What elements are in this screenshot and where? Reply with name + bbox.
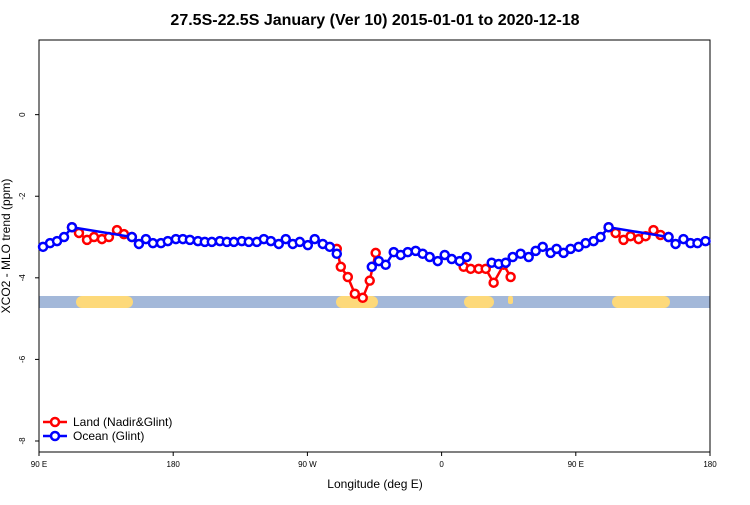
data-point <box>465 263 476 275</box>
data-point <box>147 237 159 249</box>
data-point <box>309 233 320 245</box>
x-tick-label: 0 <box>439 460 444 469</box>
x-tick-label: 90 E <box>31 460 47 469</box>
data-point <box>500 257 511 268</box>
data-point <box>625 230 636 242</box>
y-tick-label: -2 <box>18 192 27 200</box>
legend-marker <box>49 430 61 442</box>
data-point <box>692 237 703 249</box>
data-point <box>505 271 516 283</box>
data-point <box>523 251 534 263</box>
data-point <box>273 238 285 250</box>
data-point <box>349 288 361 299</box>
data-point <box>432 255 443 267</box>
mask-land <box>464 296 494 308</box>
data-point <box>515 248 526 260</box>
data-point <box>480 263 491 275</box>
y-tick-label: -4 <box>18 274 27 282</box>
chart-title: 27.5S-22.5S January (Ver 10) 2015-01-01 … <box>170 12 579 29</box>
data-point <box>603 221 614 233</box>
y-axis-label: XCO2 - MLO trend (ppm) <box>0 179 13 314</box>
data-point <box>294 236 306 248</box>
data-point <box>565 243 576 255</box>
legend-label: Land (Nadir&Glint) <box>73 415 172 429</box>
x-tick-label: 180 <box>703 460 717 469</box>
data-point <box>126 231 138 243</box>
data-point <box>335 261 347 273</box>
data-point <box>380 259 391 271</box>
x-tick-label: 90 E <box>568 460 584 469</box>
mask-land <box>612 296 670 308</box>
y-tick-label: 0 <box>18 112 27 117</box>
land-mask <box>39 296 710 308</box>
legend-marker <box>49 416 61 428</box>
data-point <box>331 248 343 260</box>
data-point <box>302 239 314 251</box>
data-point <box>58 231 70 243</box>
x-tick-label: 180 <box>167 460 181 469</box>
data-point <box>537 241 548 253</box>
data-point <box>66 221 78 233</box>
mask-land <box>508 296 513 304</box>
data-point <box>280 233 292 245</box>
data-point <box>700 235 711 247</box>
x-tick-label: 90 W <box>298 460 317 469</box>
data-point <box>488 277 499 288</box>
data-point <box>461 251 472 263</box>
data-point <box>243 236 255 248</box>
data-point <box>595 231 606 243</box>
legend-label: Ocean (Glint) <box>73 429 144 443</box>
y-tick-label: -6 <box>18 355 27 363</box>
data-point <box>424 251 435 263</box>
data-point <box>324 241 336 253</box>
data-point <box>670 238 681 250</box>
data-point <box>184 234 196 246</box>
data-point <box>364 275 375 286</box>
data-point <box>366 261 378 273</box>
y-tick-label: -8 <box>18 437 27 445</box>
data-point <box>133 238 145 250</box>
mask-land <box>76 296 133 308</box>
x-axis-label: Longitude (deg E) <box>327 477 422 491</box>
data-point <box>162 235 174 247</box>
data-point <box>206 236 218 248</box>
data-point <box>342 271 354 283</box>
data-point <box>370 247 381 259</box>
data-point <box>357 292 368 304</box>
data-point <box>663 231 674 243</box>
